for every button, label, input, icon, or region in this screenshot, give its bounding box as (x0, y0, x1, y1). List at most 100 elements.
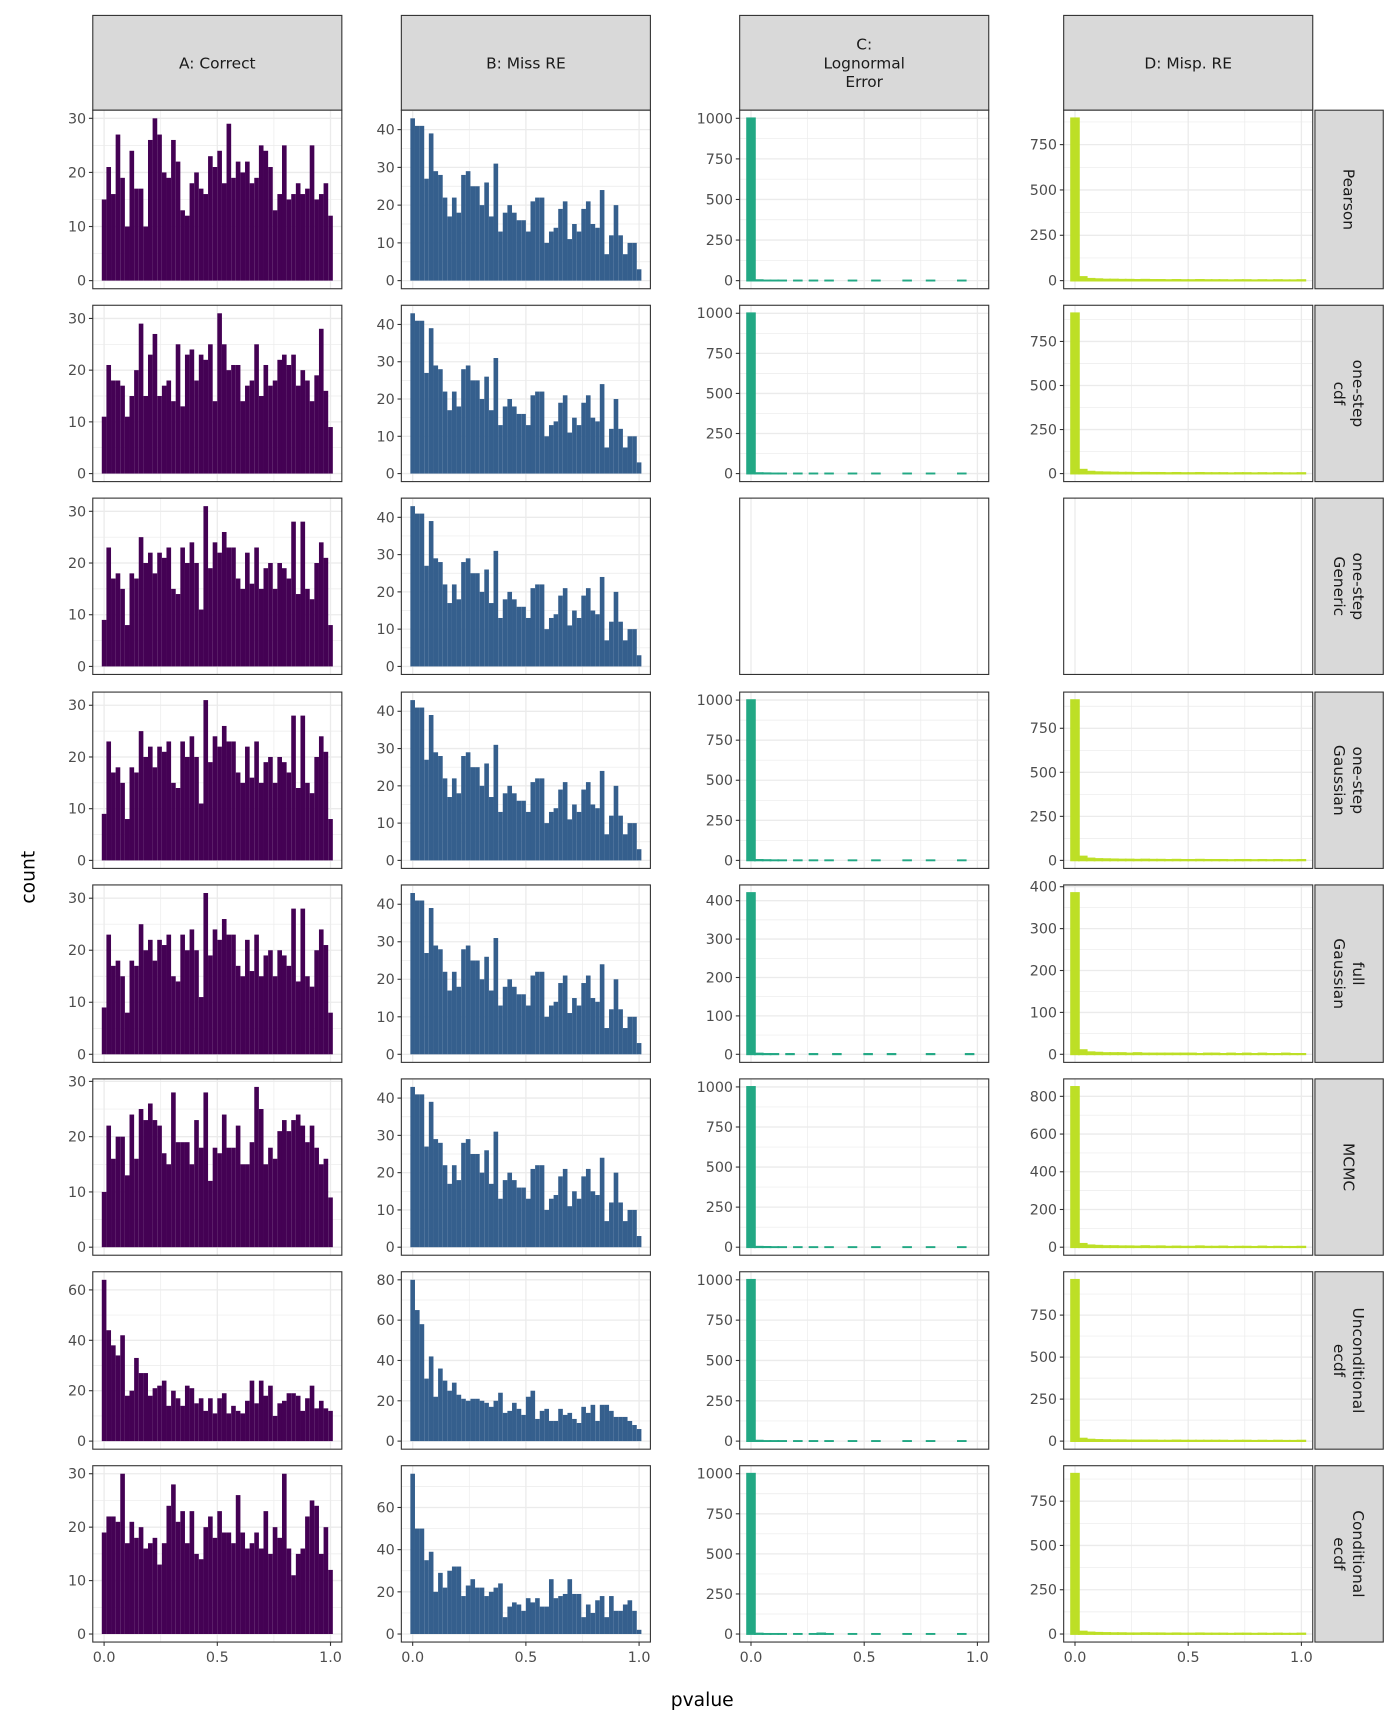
histogram-bar (590, 1404, 596, 1442)
histogram-bar (240, 1413, 246, 1442)
histogram-bar (245, 746, 250, 861)
row-strip-text: Conditionalecdf (1330, 1510, 1367, 1597)
y-tick-label: 0 (386, 1240, 395, 1256)
y-tick-label: 0 (386, 853, 395, 869)
histogram-bar (585, 1604, 591, 1635)
histogram-bar (488, 603, 494, 667)
histogram-bar (1132, 1245, 1143, 1249)
x-tick-label: 1.0 (319, 1650, 342, 1666)
histogram-bar (1179, 1052, 1190, 1056)
histogram-bar (576, 231, 582, 281)
histogram-bar (268, 1553, 273, 1635)
x-tick-label: 0.0 (740, 1650, 763, 1666)
y-tick-label: 40 (377, 1353, 395, 1369)
panel-border (400, 884, 651, 1063)
strip-background (1314, 1078, 1384, 1256)
histogram-bar (1257, 1052, 1268, 1056)
histogram-bar (1179, 472, 1190, 475)
histogram-bar (198, 997, 204, 1055)
histogram-bar (106, 934, 112, 1055)
histogram-bar (1093, 1631, 1104, 1635)
histogram-bar (328, 1012, 333, 1055)
histogram-bar (305, 1142, 310, 1248)
histogram-bar (175, 981, 181, 1055)
histogram-bar (212, 1537, 218, 1635)
histogram-bar (111, 965, 116, 1055)
y-tick-label: 10 (377, 1010, 395, 1026)
histogram-bar (451, 1566, 457, 1635)
histogram-bar (576, 1593, 582, 1635)
histogram-bar (106, 1516, 112, 1635)
histogram-bar (585, 1168, 591, 1248)
histogram-bar (129, 1390, 135, 1442)
histogram-bar (1140, 1052, 1151, 1056)
histogram-bar (272, 210, 278, 281)
histogram-bar (184, 950, 190, 1055)
histogram-bar (235, 965, 241, 1055)
histogram-bar (553, 1195, 559, 1248)
facet-panel: 0 10 20 30 40 (377, 304, 651, 483)
histogram-bar (305, 1516, 310, 1635)
y-tick-label: 400 (1030, 1165, 1057, 1181)
histogram-bar (1117, 1052, 1127, 1056)
histogram-bar (226, 1532, 232, 1635)
y-tick-label: 20 (377, 1394, 395, 1410)
histogram-bar (1101, 471, 1112, 475)
histogram-bar (1109, 858, 1119, 862)
histogram-bar (1210, 1439, 1221, 1443)
row-strip: MCMC (1314, 1078, 1384, 1256)
column-strip-label: Error (845, 73, 883, 91)
histogram-bar (465, 1585, 471, 1635)
histogram-bar (1140, 1439, 1151, 1443)
facet-panel: 0 250 500 750 1000 (697, 1078, 990, 1256)
histogram-bar (585, 588, 591, 667)
histogram-bar (1156, 858, 1166, 862)
row-strip-label: full (1349, 962, 1367, 986)
facet-panel: 0 250 500 750 1000 (697, 304, 990, 483)
row-strip-text: Unconditionalecdf (1330, 1307, 1367, 1413)
histogram-bar (249, 380, 255, 474)
histogram-bar (604, 1221, 610, 1248)
y-tick-label: 40 (377, 897, 395, 913)
histogram-bar (535, 971, 540, 1055)
histogram-bar (124, 1543, 130, 1635)
histogram-bar (166, 934, 172, 1055)
histogram-bar (1140, 1245, 1151, 1249)
histogram-bar (115, 573, 121, 667)
histogram-bar (1195, 1439, 1205, 1443)
histogram-bar (1195, 471, 1205, 475)
panel-border (1063, 1078, 1314, 1256)
histogram-bar (106, 167, 112, 281)
histogram-bar (581, 1617, 586, 1635)
histogram-bar (305, 782, 310, 861)
histogram-bar (1117, 278, 1127, 282)
histogram-bar (530, 782, 536, 861)
histogram-bar (235, 578, 241, 667)
histogram-bar (609, 621, 614, 667)
histogram-bar (1085, 277, 1096, 282)
histogram-bar (567, 819, 573, 861)
y-tick-label: 1000 (697, 1467, 733, 1483)
histogram-bar (433, 365, 439, 474)
histogram-bar (599, 770, 605, 861)
histogram-bar (438, 1142, 443, 1248)
histogram-bar (134, 1537, 139, 1635)
histogram-bar (525, 1598, 531, 1635)
row-strip-label: Unconditional (1349, 1307, 1367, 1413)
histogram-bar (1273, 1439, 1283, 1443)
facet-panel: 0 10 20 30 40 (377, 497, 651, 675)
histogram-bar (581, 1176, 586, 1248)
histogram-bar (1241, 1052, 1252, 1056)
panel-border (1063, 691, 1314, 869)
histogram-bar (493, 1587, 499, 1635)
y-tick-label: 500 (706, 1160, 733, 1176)
y-tick-label: 20 (68, 1520, 86, 1536)
histogram-bar (268, 1385, 273, 1442)
y-tick-label: 30 (377, 548, 395, 564)
histogram-bar (475, 1587, 480, 1635)
histogram-bar (235, 1125, 241, 1248)
y-tick-label: 20 (377, 1166, 395, 1182)
facet-panel: 0 10 20 30 (68, 304, 343, 483)
y-tick-label: 0 (1048, 1627, 1057, 1643)
histogram-bar (1132, 858, 1143, 862)
